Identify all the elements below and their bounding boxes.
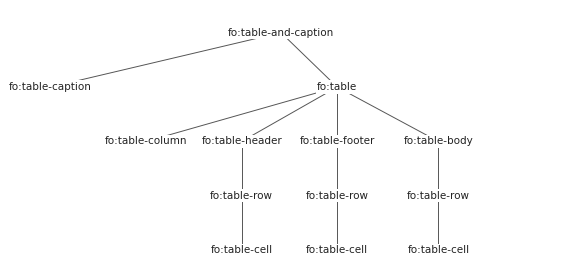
Text: fo:table-cell: fo:table-cell (407, 245, 469, 255)
Text: fo:table-body: fo:table-body (404, 137, 473, 146)
Text: fo:table-cell: fo:table-cell (306, 245, 368, 255)
Text: fo:table: fo:table (317, 82, 357, 92)
Text: fo:table-row: fo:table-row (407, 191, 470, 201)
Text: fo:table-caption: fo:table-caption (9, 82, 92, 92)
Text: fo:table-footer: fo:table-footer (300, 137, 375, 146)
Text: fo:table-header: fo:table-header (201, 137, 282, 146)
Text: fo:table-row: fo:table-row (306, 191, 369, 201)
Text: fo:table-column: fo:table-column (105, 137, 187, 146)
Text: fo:table-and-caption: fo:table-and-caption (228, 28, 334, 38)
Text: fo:table-cell: fo:table-cell (211, 245, 273, 255)
Text: fo:table-row: fo:table-row (210, 191, 273, 201)
